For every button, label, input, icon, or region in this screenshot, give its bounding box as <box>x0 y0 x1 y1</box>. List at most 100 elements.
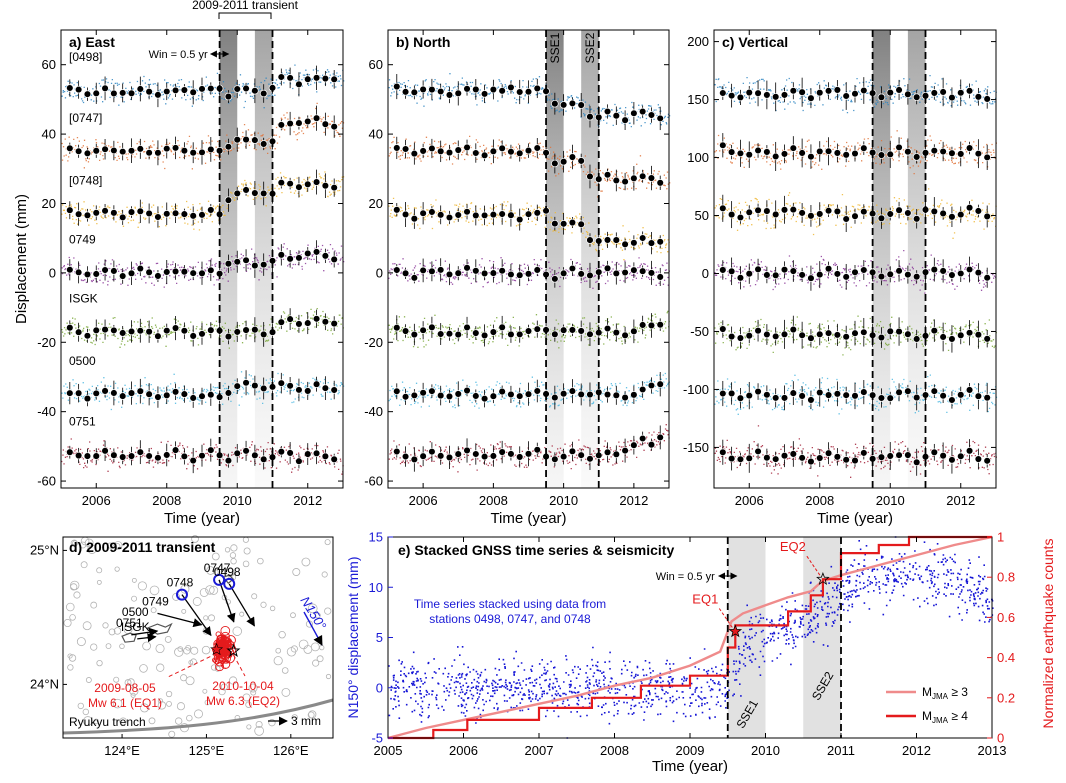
window-mean-point <box>436 147 445 156</box>
window-mean-point <box>965 87 974 95</box>
station-name: 0748 <box>167 576 194 590</box>
window-mean-point <box>780 91 789 99</box>
window-mean-point <box>428 208 436 216</box>
window-mean-point <box>551 393 559 402</box>
window-mean-point <box>763 91 771 99</box>
window-mean-point <box>330 75 338 84</box>
window-mean-point <box>568 447 577 456</box>
window-mean-point <box>895 143 903 152</box>
window-mean-point <box>559 452 568 461</box>
window-mean-point <box>638 321 647 329</box>
window-mean-point <box>638 234 647 242</box>
station-marker <box>175 588 188 601</box>
window-mean-point <box>638 107 647 116</box>
window-mean-point <box>833 453 842 461</box>
window-mean-point <box>145 148 153 157</box>
x-tick-label: 2007 <box>525 743 554 758</box>
window-mean-point <box>83 394 92 403</box>
window-mean-point <box>912 458 921 467</box>
window-mean-point <box>233 449 242 458</box>
window-mean-point <box>815 270 824 279</box>
window-mean-point <box>454 450 463 458</box>
window-mean-point <box>930 448 939 457</box>
window-mean-point <box>727 454 736 463</box>
window-mean-point <box>656 320 664 329</box>
window-mean-point <box>745 454 753 463</box>
window-mean-point <box>904 387 912 395</box>
window-mean-point <box>445 148 454 157</box>
window-mean-point <box>207 266 215 275</box>
window-mean-point <box>436 211 445 219</box>
station-0751: 0751 <box>116 616 159 637</box>
window-mean-point <box>428 267 436 276</box>
window-mean-point <box>719 325 727 333</box>
window-mean-point <box>498 144 506 153</box>
window-mean-point <box>136 207 145 216</box>
window-mean-point <box>463 323 471 332</box>
window-mean-point <box>489 210 498 219</box>
window-mean-point <box>974 149 983 158</box>
x-tick-label: 2008 <box>479 493 508 508</box>
window-mean-point <box>877 394 886 402</box>
window-mean-point <box>647 321 656 330</box>
window-mean-point <box>956 391 965 399</box>
series-0747 <box>388 135 671 198</box>
window-mean-point <box>463 386 471 395</box>
window-mean-point <box>242 186 250 194</box>
transient-bracket: 2009-2011 transient <box>192 0 299 19</box>
window-mean-point <box>807 334 815 342</box>
window-mean-point <box>118 147 127 156</box>
window-mean-point <box>401 88 410 96</box>
window-mean-point <box>110 209 118 217</box>
panel-b-north: 2006 2008 2010 2012 -60 -40 -20 0 20 40 60 b) North… <box>364 29 671 527</box>
window-mean-point <box>745 269 753 278</box>
window-mean-point <box>789 325 798 334</box>
window-mean-point <box>586 455 594 463</box>
window-mean-point <box>719 389 727 398</box>
window-mean-point <box>233 382 242 390</box>
x-tick-label: 2008 <box>600 743 629 758</box>
eq-leader <box>718 608 733 628</box>
window-mean-point <box>277 379 286 387</box>
window-mean-point <box>754 265 762 274</box>
window-mean-point <box>603 390 612 399</box>
window-mean-point <box>515 271 524 279</box>
x-tick-label: 2012 <box>902 743 931 758</box>
window-mean-point <box>798 149 806 157</box>
window-mean-point <box>771 271 780 280</box>
window-mean-point <box>939 147 947 156</box>
window-mean-point <box>304 117 312 126</box>
window-mean-point <box>393 144 401 152</box>
window-mean-point <box>771 455 780 463</box>
window-mean-point <box>489 452 498 460</box>
window-mean-point <box>472 450 480 458</box>
series-ISGK <box>388 310 670 349</box>
window-mean-point <box>886 88 894 97</box>
window-mean-point <box>930 146 939 155</box>
window-mean-point <box>551 455 559 464</box>
panel-label: c) Vertical <box>722 34 788 50</box>
window-mean-point <box>101 387 109 395</box>
station-ISGK: ISGK <box>121 620 157 643</box>
window-mean-point <box>877 151 886 159</box>
series-0498 <box>714 74 997 114</box>
window-mean-point <box>930 326 939 335</box>
window-mean-point <box>815 210 824 218</box>
window-mean-point <box>551 275 559 283</box>
window-mean-point <box>842 455 850 464</box>
y-tick-label: 40 <box>42 127 56 142</box>
sse-band-2 <box>907 30 926 488</box>
window-mean-point <box>171 446 180 454</box>
window-mean-point <box>621 268 629 277</box>
window-mean-point <box>745 208 753 217</box>
window-mean-point <box>171 209 180 218</box>
window-mean-point <box>419 209 427 218</box>
window-mean-point <box>401 452 410 461</box>
window-mean-point <box>480 452 489 461</box>
window-mean-point <box>233 257 242 266</box>
window-mean-point <box>974 392 983 400</box>
window-mean-point <box>251 136 259 144</box>
panel-label: e) Stacked GNSS time series & seismicity <box>398 542 674 558</box>
window-mean-point <box>877 333 886 342</box>
window-mean-point <box>207 84 215 93</box>
